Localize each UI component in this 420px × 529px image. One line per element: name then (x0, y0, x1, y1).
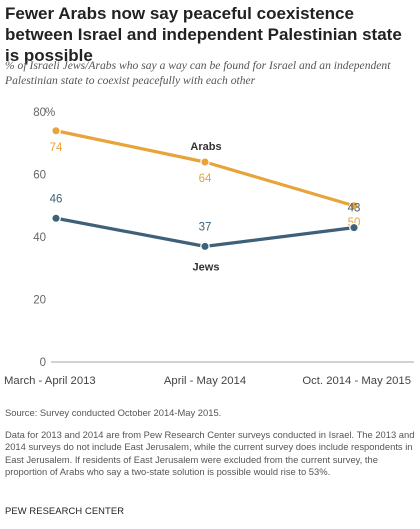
series-name-jews: Jews (193, 261, 220, 273)
data-point (200, 157, 210, 167)
y-tick-label: 0 (40, 357, 46, 369)
data-note: Data for 2013 and 2014 are from Pew Rese… (5, 429, 415, 478)
data-label: 37 (199, 221, 212, 233)
chart-subtitle: % of Israeli Jews/Arabs who say a way ca… (5, 59, 391, 87)
data-label: 64 (199, 173, 212, 185)
data-label: 46 (50, 193, 63, 205)
x-tick-label: March - April 2013 (4, 375, 96, 387)
data-point (51, 125, 61, 136)
source-note: Source: Survey conducted October 2014-Ma… (5, 407, 222, 418)
series-name-arabs: Arabs (190, 141, 221, 153)
data-label: 43 (348, 203, 361, 215)
y-tick-label: 40 (33, 232, 46, 244)
y-tick-label: 60 (33, 170, 46, 182)
data-point (349, 222, 359, 233)
y-tick-label: 80 (33, 107, 46, 119)
data-point (349, 200, 359, 211)
x-tick-label: April - May 2014 (164, 375, 246, 387)
y-unit-label: % (45, 107, 55, 119)
line-chart: 0 20 40 60 80 % March - April 2013 April - May … (4, 107, 414, 387)
data-point (200, 241, 210, 252)
y-tick-label: 20 (33, 295, 46, 307)
data-label: 74 (50, 142, 63, 154)
x-tick-label: Oct. 2014 - May 2015 (302, 375, 411, 387)
pew-credit: PEW RESEARCH CENTER (5, 505, 125, 516)
chart-title: Fewer Arabs now say peaceful coexistence… (5, 4, 402, 65)
data-point (51, 213, 61, 224)
